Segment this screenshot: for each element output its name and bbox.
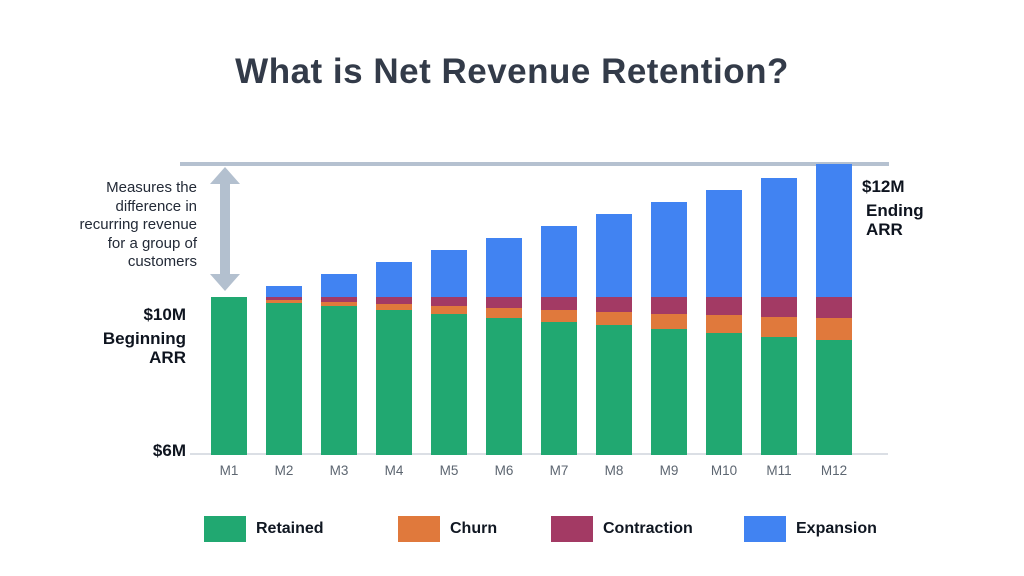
- legend-swatch-retained: [204, 516, 246, 542]
- x-axis-label-M2: M2: [274, 463, 294, 478]
- x-axis-label-M6: M6: [494, 463, 514, 478]
- x-axis-label-M9: M9: [659, 463, 679, 478]
- page-title: What is Net Revenue Retention?: [235, 52, 789, 91]
- bar-M2-churn: [266, 300, 302, 304]
- bar-M6-retained: [486, 318, 522, 455]
- axis-min-value: $6M: [152, 441, 186, 460]
- bar-M5-expansion: [431, 250, 467, 297]
- bar-M7-retained: [541, 321, 577, 455]
- ending-arr-label: Ending ARR: [866, 201, 924, 239]
- legend-swatch-contraction: [551, 516, 593, 542]
- bar-M1-retained: [211, 297, 247, 455]
- x-axis-label-M3: M3: [329, 463, 349, 478]
- bar-M12-contraction: [816, 297, 852, 318]
- x-axis-label-M12: M12: [820, 463, 848, 478]
- legend-item-expansion: Expansion: [744, 516, 877, 542]
- bar-M6-expansion: [486, 238, 522, 297]
- bar-M6-churn: [486, 308, 522, 319]
- legend-label: Contraction: [603, 520, 693, 537]
- bar-M5-contraction: [431, 297, 467, 307]
- beginning-arr-value: $10M: [143, 305, 186, 324]
- x-axis-label-M11: M11: [766, 463, 792, 478]
- bar-M8-contraction: [596, 297, 632, 313]
- bar-M2-retained: [266, 303, 302, 455]
- legend-item-churn: Churn: [398, 516, 497, 542]
- legend-label: Expansion: [796, 520, 877, 537]
- legend-item-retained: Retained: [204, 516, 324, 542]
- bar-M10-expansion: [706, 189, 742, 297]
- arr-gap-double-arrow-icon: [210, 167, 240, 291]
- x-axis-label-M4: M4: [384, 463, 404, 478]
- bar-M11-retained: [761, 336, 797, 455]
- bar-M7-churn: [541, 310, 577, 322]
- bar-M7-expansion: [541, 225, 577, 297]
- bar-M4-contraction: [376, 297, 412, 305]
- bar-M11-churn: [761, 316, 797, 337]
- bar-M12-churn: [816, 317, 852, 341]
- bar-M4-churn: [376, 304, 412, 310]
- x-axis-label-M7: M7: [549, 463, 569, 478]
- bar-M12-retained: [816, 340, 852, 455]
- x-axis-label-M5: M5: [439, 463, 459, 478]
- bar-M5-churn: [431, 306, 467, 314]
- bar-M8-expansion: [596, 213, 632, 297]
- bar-M9-churn: [651, 313, 687, 329]
- annotation-text: Measures the difference in recurring rev…: [79, 179, 197, 271]
- bar-M9-contraction: [651, 297, 687, 314]
- bar-M3-contraction: [321, 297, 357, 303]
- bar-M3-churn: [321, 302, 357, 307]
- bar-M8-retained: [596, 325, 632, 455]
- legend-label: Retained: [256, 520, 324, 537]
- legend-label: Churn: [450, 520, 498, 537]
- bar-M4-expansion: [376, 262, 412, 297]
- bar-M10-churn: [706, 315, 742, 333]
- x-axis-label-M1: M1: [219, 463, 239, 478]
- bar-M8-churn: [596, 312, 632, 326]
- bar-M11-contraction: [761, 297, 797, 317]
- legend-swatch-expansion: [744, 516, 786, 542]
- x-axis-line: [190, 453, 888, 455]
- x-axis-label-M10: M10: [710, 463, 738, 478]
- bar-M7-contraction: [541, 297, 577, 311]
- bar-M12-expansion: [816, 164, 852, 297]
- bar-M11-expansion: [761, 177, 797, 297]
- ending-arr-reference-line: [180, 162, 889, 166]
- bar-M10-contraction: [706, 297, 742, 316]
- bar-M9-expansion: [651, 201, 687, 297]
- bar-M3-retained: [321, 306, 357, 455]
- bar-M4-retained: [376, 309, 412, 455]
- bar-M5-retained: [431, 313, 467, 455]
- ending-arr-value: $12M: [862, 177, 905, 196]
- beginning-arr-label: Beginning ARR: [102, 329, 186, 367]
- bar-M3-expansion: [321, 273, 357, 297]
- bar-M10-retained: [706, 332, 742, 455]
- legend-item-contraction: Contraction: [551, 516, 693, 542]
- x-axis-label-M8: M8: [604, 463, 624, 478]
- legend-swatch-churn: [398, 516, 440, 542]
- bar-M6-contraction: [486, 297, 522, 309]
- bar-M9-retained: [651, 328, 687, 455]
- bar-M2-contraction: [266, 297, 302, 301]
- bar-M2-expansion: [266, 285, 302, 297]
